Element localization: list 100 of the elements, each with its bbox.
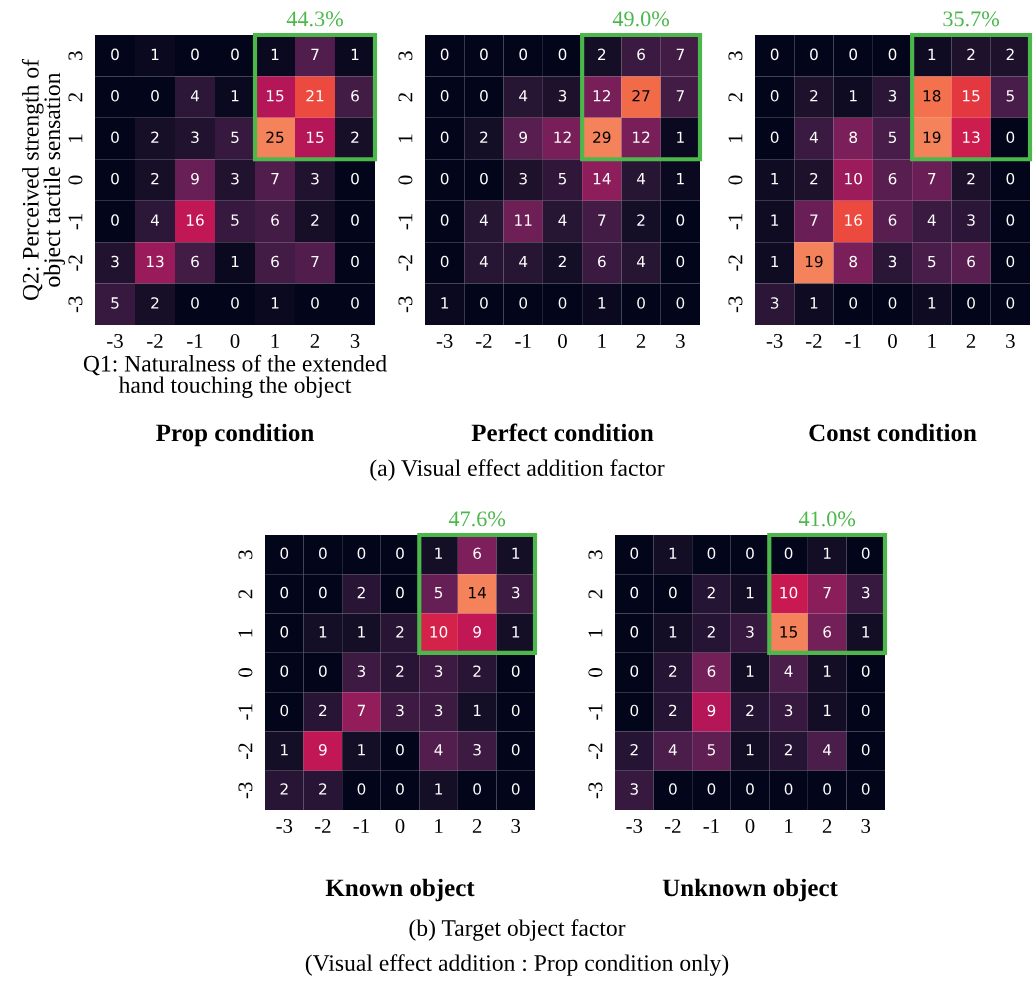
y-tick-label: 1 xyxy=(238,629,253,637)
data-label: 0 xyxy=(351,172,359,185)
data-label: 3 xyxy=(770,297,779,309)
x-tick-label: -3 xyxy=(766,333,783,348)
data-label: 7 xyxy=(271,173,279,185)
text: Unknown object xyxy=(662,878,838,902)
y-tick-label: 3 xyxy=(68,51,83,60)
data-label: 0 xyxy=(669,586,677,599)
data-label: 7 xyxy=(928,173,936,185)
x-axis-title: Q1: Naturalness of the extended hand touching the object xyxy=(83,354,387,398)
data-label: 7 xyxy=(823,587,831,599)
data-label: 2 xyxy=(351,131,359,143)
x-tick-label: 0 xyxy=(888,333,897,348)
data-label: 0 xyxy=(480,90,488,102)
data-label: 0 xyxy=(280,665,289,677)
x-tick-label: 0 xyxy=(745,818,755,833)
y-tick-label: -1 xyxy=(398,214,413,230)
data-label: 6 xyxy=(888,172,897,185)
x-tick-label: -3 xyxy=(626,818,643,833)
x-tick-label: -1 xyxy=(703,819,719,833)
data-label: 1 xyxy=(358,626,365,638)
x-tick-label: -1 xyxy=(515,334,531,348)
data-label: 13 xyxy=(963,131,980,143)
data-label: 3 xyxy=(888,90,897,102)
x-tick-label: -1 xyxy=(353,819,369,833)
y-tick-label: 2 xyxy=(238,589,253,599)
data-label: 7 xyxy=(810,214,818,226)
data-label: 1 xyxy=(771,214,779,226)
y-tick-label: -1 xyxy=(728,214,743,230)
data-label: 7 xyxy=(311,48,319,60)
data-label: 1 xyxy=(319,626,327,638)
data-label: 1 xyxy=(746,587,754,599)
data-label: 0 xyxy=(888,48,897,61)
x-tick-label: 0 xyxy=(558,333,567,348)
text: (a) Visual effect addition factor xyxy=(370,459,665,481)
x-tick-label: -2 xyxy=(314,818,331,833)
data-label: 2 xyxy=(707,626,715,638)
data-label: 0 xyxy=(770,131,779,143)
data-label: 1 xyxy=(358,744,365,756)
data-label: 0 xyxy=(111,48,119,61)
data-label: 0 xyxy=(707,783,716,795)
data-label: 2 xyxy=(1006,48,1014,60)
x-tick-label: 2 xyxy=(966,333,976,348)
y-tick-label: -1 xyxy=(588,704,603,720)
data-label: 7 xyxy=(357,704,365,716)
data-label: 3 xyxy=(862,586,870,599)
data-label: 0 xyxy=(630,665,639,677)
data-label: 1 xyxy=(677,131,684,143)
data-label: 4 xyxy=(668,744,677,756)
data-label: 5 xyxy=(888,131,897,143)
text: Prop condition xyxy=(156,423,314,447)
x-tick-label: 3 xyxy=(1006,333,1015,348)
data-label: 19 xyxy=(923,131,941,143)
x-tick-label: -1 xyxy=(845,334,861,348)
data-label: 2 xyxy=(967,48,975,60)
y-tick-label: 2 xyxy=(398,93,413,102)
data-label: 9 xyxy=(191,172,199,185)
data-label: 2 xyxy=(480,131,488,143)
y-tick-label: 0 xyxy=(588,668,603,677)
text: Const condition xyxy=(809,423,977,442)
y-tick-label: 2 xyxy=(588,589,603,599)
data-label: 3 xyxy=(888,255,897,268)
y-tick-label: 0 xyxy=(68,175,83,185)
data-label: 4 xyxy=(519,255,528,268)
x-tick-label: 2 xyxy=(822,818,832,833)
data-label: 12 xyxy=(633,131,650,143)
data-label: 9 xyxy=(318,743,327,756)
data-label: 0 xyxy=(440,48,449,61)
data-label: 1 xyxy=(677,173,684,185)
data-label: 1 xyxy=(271,48,279,60)
data-label: 14 xyxy=(469,587,487,599)
data-label: 0 xyxy=(440,90,449,102)
y-tick-label: 1 xyxy=(588,629,603,637)
data-label: 3 xyxy=(473,743,481,756)
data-label: 0 xyxy=(480,297,488,309)
y-tick-label: -2 xyxy=(398,255,413,271)
data-label: 0 xyxy=(746,547,754,560)
data-label: 0 xyxy=(676,255,685,268)
data-label: 0 xyxy=(440,172,449,185)
y-tick-label: 0 xyxy=(238,668,253,677)
data-label: 0 xyxy=(810,48,818,61)
data-label: 6 xyxy=(637,48,645,61)
data-label: 7 xyxy=(311,255,319,268)
data-label: 2 xyxy=(319,704,327,716)
data-label: 14 xyxy=(593,173,611,185)
data-label: 0 xyxy=(280,626,289,638)
data-label: 1 xyxy=(850,90,857,102)
data-label: 0 xyxy=(511,783,520,795)
data-label: 2 xyxy=(967,172,975,185)
data-label: 9 xyxy=(707,704,716,717)
data-label: 6 xyxy=(473,547,482,560)
data-label: 3 xyxy=(558,90,567,102)
data-label: 5 xyxy=(434,587,443,599)
data-label: 0 xyxy=(480,172,488,185)
data-label: 6 xyxy=(351,90,359,102)
data-label: 0 xyxy=(473,783,481,795)
data-label: 0 xyxy=(280,704,289,717)
data-label: 0 xyxy=(861,704,870,717)
data-label: 5 xyxy=(231,131,239,143)
data-label: 1 xyxy=(281,744,288,756)
